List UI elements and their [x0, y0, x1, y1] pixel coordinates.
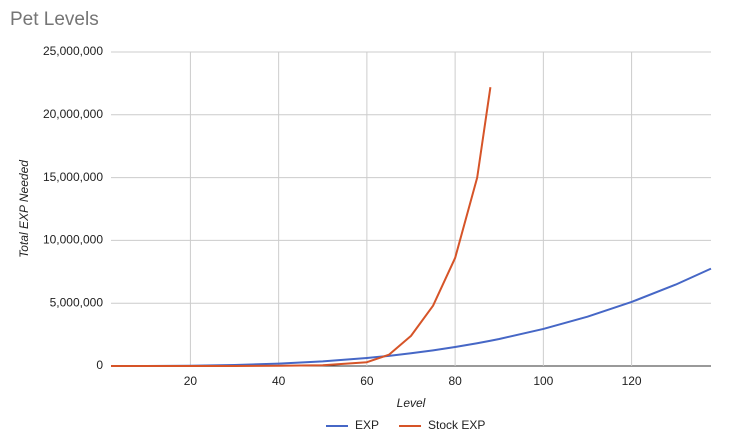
series-line	[111, 87, 492, 367]
y-axis-title: Total EXP Needed	[17, 160, 31, 258]
legend-label: Stock EXP	[428, 418, 485, 432]
y-tick-label: 15,000,000	[43, 170, 103, 184]
x-tick-label: 40	[272, 374, 286, 388]
x-tick-label: 20	[184, 374, 198, 388]
y-tick-label: 20,000,000	[43, 107, 103, 121]
y-tick-label: 25,000,000	[43, 44, 103, 58]
x-axis-title: Level	[397, 396, 426, 410]
x-tick-label: 60	[360, 374, 374, 388]
series-line	[110, 267, 712, 367]
y-tick-label: 0	[96, 358, 103, 372]
y-tick-label: 10,000,000	[43, 233, 103, 247]
x-tick-label: 80	[448, 374, 462, 388]
x-tick-label: 100	[533, 374, 553, 388]
x-tick-label: 120	[622, 374, 642, 388]
chart-title: Pet Levels	[10, 9, 99, 30]
legend-label: EXP	[355, 418, 379, 432]
y-tick-label: 5,000,000	[50, 295, 104, 309]
